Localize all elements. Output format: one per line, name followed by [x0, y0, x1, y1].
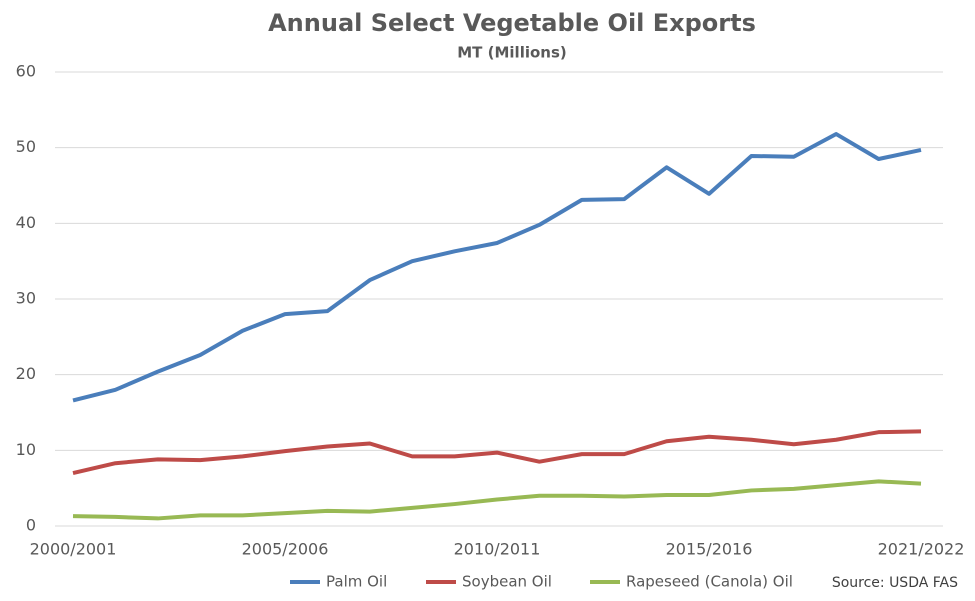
legend-label: Palm Oil: [326, 573, 387, 591]
line-series: [72, 479, 922, 521]
source-note: Source: USDA FAS: [832, 575, 958, 591]
x-tick-label: 2010/2011: [454, 540, 541, 559]
x-tick-label: 2021/2022: [878, 540, 965, 559]
y-tick-label: 60: [16, 62, 36, 81]
x-tick-label: 2005/2006: [242, 540, 329, 559]
line-series: [72, 429, 922, 475]
chart-title: Annual Select Vegetable Oil Exports: [268, 9, 756, 37]
y-tick-label: 40: [16, 213, 36, 232]
line-series: [72, 132, 922, 403]
y-tick-label: 10: [16, 440, 36, 459]
y-tick-label: 30: [16, 289, 36, 308]
y-tick-label: 50: [16, 137, 36, 156]
y-tick-label: 20: [16, 364, 36, 383]
legend-label: Rapeseed (Canola) Oil: [626, 573, 793, 591]
x-tick-label: 2015/2016: [666, 540, 753, 559]
x-tick-label: 2000/2001: [30, 540, 117, 559]
y-tick-label: 0: [26, 516, 36, 535]
chart-subtitle: MT (Millions): [457, 44, 567, 62]
legend-label: Soybean Oil: [462, 573, 552, 591]
